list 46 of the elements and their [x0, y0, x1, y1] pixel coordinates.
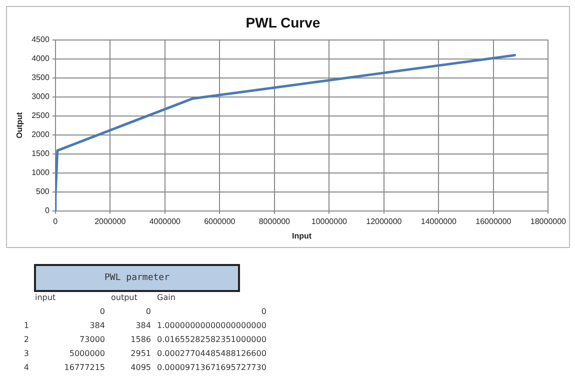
text: 0.00027704485488126600 — [156, 348, 268, 360]
x-tick-label: 10000000 — [311, 216, 348, 226]
x-tick-label: 18000000 — [530, 216, 567, 226]
chart-title: PWL Curve — [246, 14, 320, 30]
text: 1586 — [130, 334, 152, 346]
y-tick-label: 1000 — [32, 168, 50, 178]
y-tick-label: 3000 — [32, 92, 50, 102]
x-tick-label: 8000000 — [258, 216, 291, 226]
x-tick-label: 16000000 — [476, 216, 512, 226]
x-tick-label: 0 — [53, 216, 58, 226]
text: 4095 — [130, 362, 152, 374]
text: 2 — [22, 334, 30, 346]
x-axis-title: Input — [292, 231, 312, 240]
text: 384 — [134, 320, 152, 332]
text: input — [34, 292, 57, 304]
x-tick-label: 2000000 — [94, 216, 126, 226]
x-tick-label: 4000000 — [149, 216, 182, 226]
text: 384 — [88, 320, 106, 332]
y-tick-label: 2000 — [32, 130, 50, 140]
text: PWL parmeter — [34, 264, 240, 292]
y-tick-label: 4500 — [32, 35, 50, 44]
y-tick-label: 0 — [44, 206, 50, 216]
y-axis-title: Output — [15, 112, 24, 138]
x-tick-label: 14000000 — [420, 216, 458, 226]
text: 1 — [22, 320, 30, 332]
text: Gain — [156, 292, 176, 304]
text: 5000000 — [68, 348, 106, 360]
y-tick-label: 3500 — [32, 73, 50, 82]
x-tick-label: 12000000 — [366, 216, 402, 226]
x-tick-label: 6000000 — [204, 216, 236, 226]
text: 1.00000000000000000000 — [156, 320, 268, 332]
text: 0.01655282582351000000 — [156, 334, 268, 346]
text: 2951 — [130, 348, 152, 360]
text: 4 — [22, 362, 30, 374]
text: 0 — [144, 306, 152, 318]
y-tick-label: 2500 — [32, 111, 50, 120]
y-tick-label: 4000 — [32, 54, 50, 64]
text: 16777215 — [63, 362, 106, 374]
y-tick-label: 500 — [36, 187, 50, 196]
text: output — [110, 292, 138, 304]
text: 0 — [98, 306, 106, 318]
text: 73000 — [78, 334, 106, 346]
text: 0.00009713671695727730 — [156, 362, 268, 374]
text: 0 — [260, 306, 268, 318]
y-tick-label: 1500 — [32, 149, 50, 158]
text: 3 — [22, 348, 30, 360]
